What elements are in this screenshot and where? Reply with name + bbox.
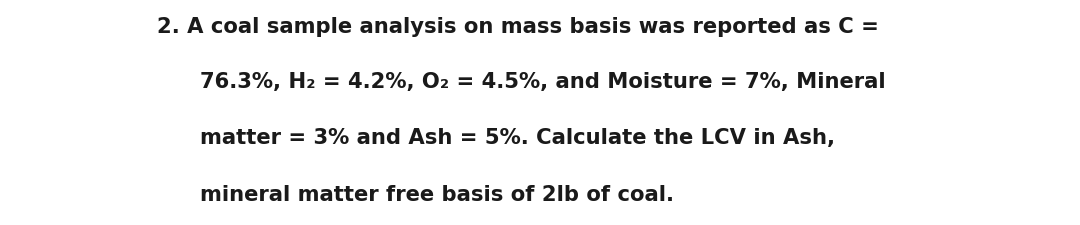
Text: matter = 3% and Ash = 5%. Calculate the LCV in Ash,: matter = 3% and Ash = 5%. Calculate the … [200,128,835,148]
Text: 76.3%, H₂ = 4.2%, O₂ = 4.5%, and Moisture = 7%, Mineral: 76.3%, H₂ = 4.2%, O₂ = 4.5%, and Moistur… [200,72,886,92]
Text: 2. A coal sample analysis on mass basis was reported as C =: 2. A coal sample analysis on mass basis … [157,17,878,37]
Text: mineral matter free basis of 2lb of coal.: mineral matter free basis of 2lb of coal… [200,185,674,205]
